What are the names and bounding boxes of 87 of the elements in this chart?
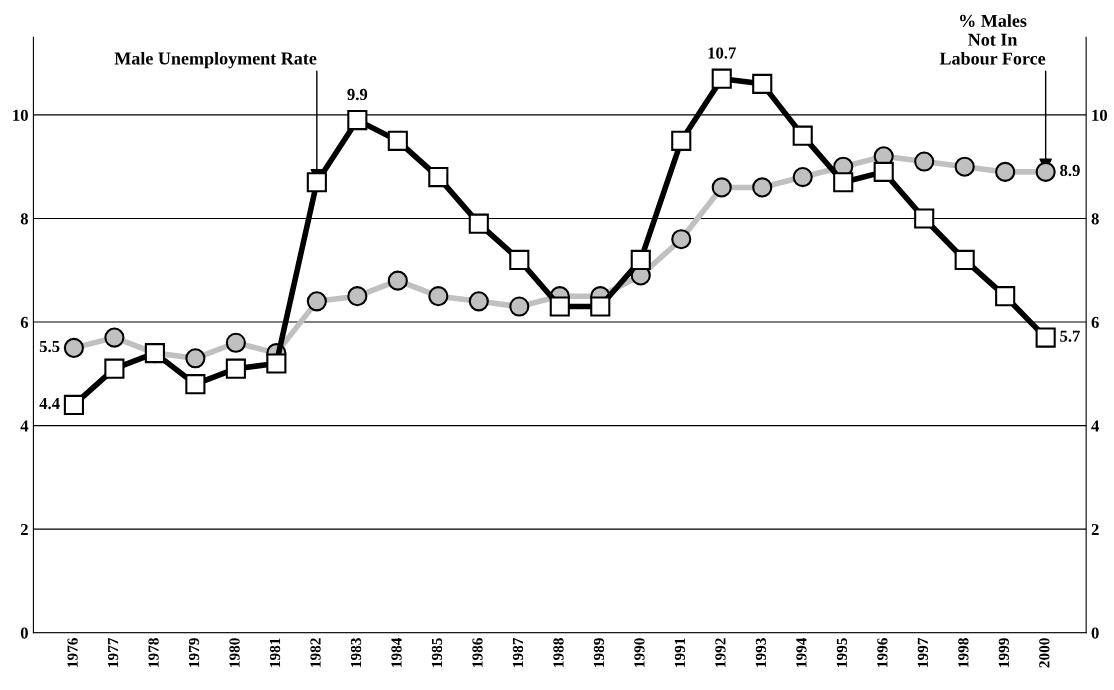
y2-tick-label: 6 bbox=[1091, 316, 1099, 328]
point bbox=[833, 172, 854, 193]
point bbox=[954, 249, 975, 270]
x-tick-label: 1994 bbox=[796, 637, 807, 667]
x-tick-label: 1981 bbox=[269, 638, 281, 667]
point bbox=[306, 291, 327, 312]
point bbox=[954, 156, 975, 177]
point bbox=[63, 394, 84, 415]
x-tick-label: 1979 bbox=[188, 638, 200, 667]
x-tick-label: 1982 bbox=[310, 638, 321, 667]
y-tick-label: 4 bbox=[20, 420, 29, 432]
x-tick-label: 1980 bbox=[229, 638, 240, 667]
x-tick-label: 1998 bbox=[958, 638, 969, 667]
point bbox=[549, 296, 570, 317]
x-tick-label: 1989 bbox=[593, 638, 605, 667]
x-tick-label: 1999 bbox=[998, 638, 1009, 667]
y-tick-label: 0 bbox=[20, 627, 28, 639]
point bbox=[347, 110, 368, 131]
point bbox=[752, 73, 773, 94]
x-tick-label: 1988 bbox=[553, 638, 564, 667]
point bbox=[225, 358, 246, 379]
x-tick-label: 1986 bbox=[472, 638, 483, 667]
x-tick-label: 1987 bbox=[512, 637, 524, 667]
y-tick-label: 6 bbox=[20, 316, 29, 328]
point bbox=[711, 177, 732, 198]
y2-tick-label: 4 bbox=[1091, 420, 1100, 432]
point bbox=[225, 332, 246, 353]
point bbox=[104, 327, 125, 348]
point bbox=[509, 249, 530, 270]
point bbox=[792, 167, 813, 188]
x-tick-label: 1977 bbox=[107, 637, 119, 667]
point bbox=[630, 249, 651, 270]
point bbox=[752, 177, 773, 198]
point bbox=[995, 161, 1016, 182]
point bbox=[509, 296, 530, 317]
x-tick-label: 1983 bbox=[350, 638, 362, 667]
data-label: 4.4 bbox=[39, 397, 60, 410]
point bbox=[914, 208, 935, 229]
point bbox=[185, 374, 206, 395]
point bbox=[671, 229, 692, 250]
y-tick-label: 2 bbox=[20, 523, 28, 535]
point bbox=[347, 286, 368, 307]
point bbox=[63, 337, 84, 359]
point bbox=[873, 161, 894, 182]
data-label: 10.7 bbox=[708, 47, 736, 59]
data-label: 5.5 bbox=[39, 341, 60, 353]
x-tick-label: 1995 bbox=[836, 638, 848, 667]
point bbox=[711, 68, 732, 89]
point bbox=[428, 167, 449, 188]
y-tick-label: 8 bbox=[20, 213, 29, 225]
y-tick-label: 10 bbox=[13, 109, 28, 121]
x-tick-label: 1990 bbox=[634, 638, 645, 667]
x-tick-label: 2000 bbox=[1039, 638, 1050, 668]
y2-tick-label: 0 bbox=[1091, 627, 1099, 639]
point bbox=[428, 286, 449, 307]
point bbox=[185, 348, 206, 369]
x-tick-label: 1984 bbox=[391, 637, 402, 667]
y2-tick-label: 2 bbox=[1091, 523, 1099, 535]
data-label: 9.9 bbox=[347, 88, 368, 101]
annotation: % Males Not In Labour Force bbox=[939, 14, 1046, 65]
x-tick-label: 1978 bbox=[148, 638, 159, 667]
point bbox=[306, 172, 327, 193]
x-tick-label: 1997 bbox=[917, 637, 929, 667]
point bbox=[387, 130, 408, 151]
point bbox=[671, 130, 692, 151]
point bbox=[468, 291, 489, 312]
y2-tick-label: 10 bbox=[1092, 109, 1108, 121]
point bbox=[1035, 161, 1056, 182]
point bbox=[104, 358, 125, 379]
x-tick-label: 1993 bbox=[755, 638, 767, 667]
point bbox=[792, 125, 813, 146]
point bbox=[1035, 327, 1056, 348]
point bbox=[266, 353, 287, 374]
data-label: 5.7 bbox=[1060, 330, 1080, 342]
x-tick-label: 1976 bbox=[67, 638, 78, 667]
x-tick-label: 1991 bbox=[674, 638, 686, 667]
x-tick-label: 1985 bbox=[431, 638, 443, 667]
point bbox=[590, 296, 611, 317]
x-tick-label: 1992 bbox=[715, 638, 726, 667]
point bbox=[468, 213, 489, 234]
point bbox=[914, 151, 935, 172]
y2-tick-label: 8 bbox=[1091, 213, 1099, 225]
x-tick-label: 1996 bbox=[877, 638, 888, 667]
annotation: Male Unemployment Rate bbox=[114, 51, 317, 69]
point bbox=[387, 270, 408, 291]
data-label: 8.9 bbox=[1060, 164, 1080, 177]
point bbox=[995, 286, 1016, 307]
